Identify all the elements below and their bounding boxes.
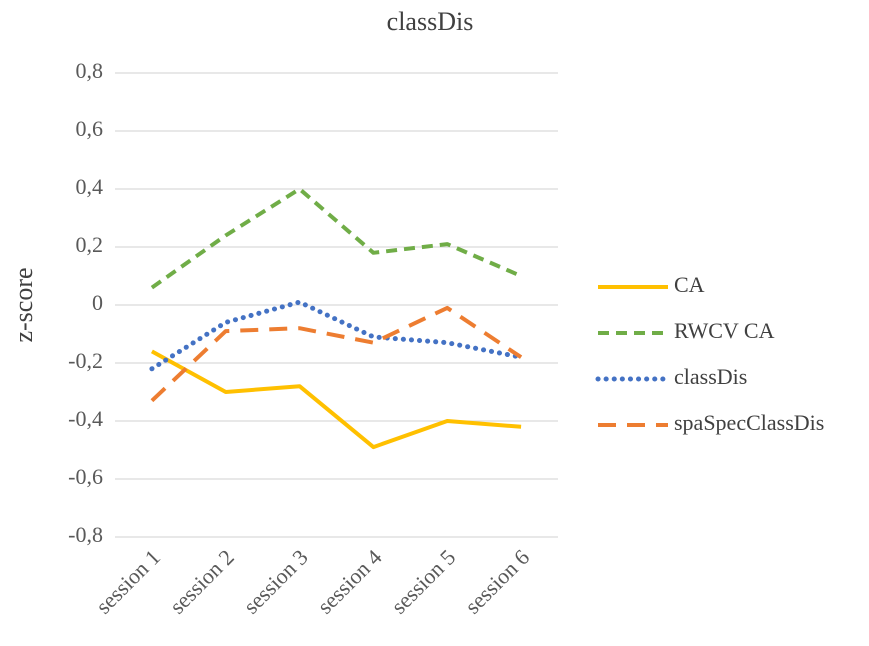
y-tick-label: -0,8 bbox=[68, 522, 103, 547]
series-line bbox=[149, 299, 524, 372]
series-line bbox=[150, 305, 523, 403]
y-tick-label: -0,2 bbox=[68, 348, 103, 373]
x-tick-label: session 4 bbox=[312, 544, 386, 618]
y-tick-label: 0,8 bbox=[76, 58, 104, 83]
y-tick-label: -0,4 bbox=[68, 406, 103, 431]
x-tick-label: session 5 bbox=[386, 544, 460, 618]
x-tick-label: session 2 bbox=[165, 544, 239, 618]
chart-title: classDis bbox=[387, 7, 474, 36]
legend-label: spaSpecClassDis bbox=[674, 410, 824, 435]
y-tick-label: 0,2 bbox=[76, 232, 104, 257]
series-line bbox=[150, 349, 522, 450]
y-tick-label: 0,4 bbox=[76, 174, 104, 199]
x-tick-label: session 3 bbox=[238, 544, 312, 618]
x-tick-label: session 1 bbox=[91, 544, 165, 618]
legend-label: classDis bbox=[674, 364, 747, 389]
legend-label: CA bbox=[674, 272, 705, 297]
y-tick-label: 0,6 bbox=[76, 116, 104, 141]
x-tick-label: session 6 bbox=[460, 544, 534, 618]
y-tick-label: 0 bbox=[92, 290, 103, 315]
legend-label: RWCV CA bbox=[674, 318, 775, 343]
series-line bbox=[150, 187, 522, 290]
y-tick-label: -0,6 bbox=[68, 464, 103, 489]
y-axis-label: z-score bbox=[9, 267, 38, 342]
